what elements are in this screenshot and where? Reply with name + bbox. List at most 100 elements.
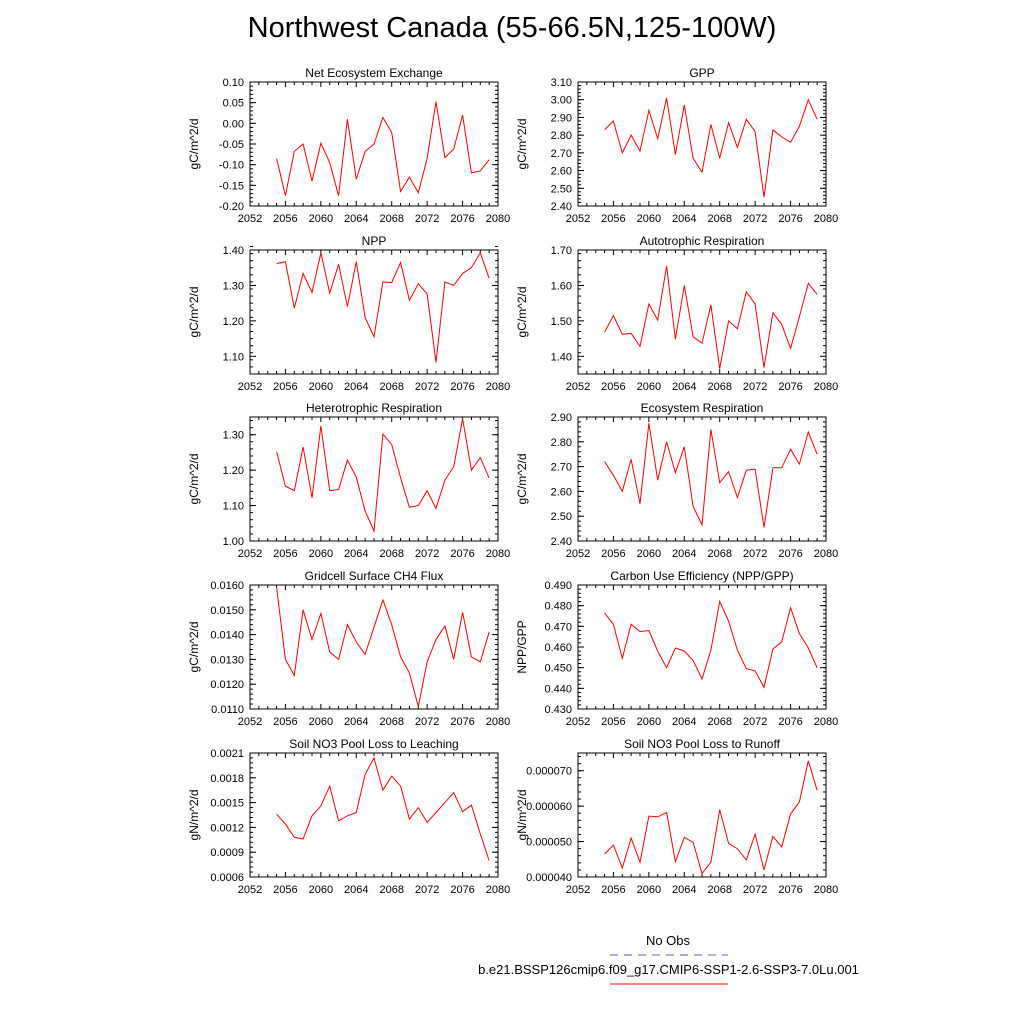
plot-frame	[249, 584, 499, 710]
y-tick-label: 1.30	[223, 430, 244, 442]
x-tick-label: 2052	[238, 381, 262, 393]
y-tick-label: 0.450	[544, 663, 572, 675]
x-tick-label: 2064	[672, 548, 696, 560]
x-tick-label: 2076	[450, 884, 474, 896]
y-tick-label: 0.0006	[210, 872, 244, 884]
plot-frame	[249, 416, 499, 542]
x-tick-label: 2052	[566, 213, 590, 225]
x-tick-label: 2056	[601, 213, 625, 225]
y-tick-label: 1.40	[551, 351, 572, 363]
series-line	[276, 418, 490, 534]
x-tick-label: 2064	[344, 884, 368, 896]
x-tick-label: 2064	[672, 381, 696, 393]
x-tick-label: 2076	[450, 548, 474, 560]
plot-frame	[577, 249, 827, 375]
x-tick-label: 2080	[814, 884, 838, 896]
y-tick-label: 1.00	[223, 536, 244, 548]
chart-title: Soil NO3 Pool Loss to Runoff	[624, 737, 781, 751]
x-tick-label: 2068	[379, 548, 403, 560]
chart-title: Gridcell Surface CH4 Flux	[305, 569, 444, 583]
x-tick-label: 2076	[450, 381, 474, 393]
x-tick-label: 2076	[778, 548, 802, 560]
x-tick-label: 2064	[672, 884, 696, 896]
series-line	[604, 423, 818, 528]
y-tick-label: 2.70	[551, 462, 572, 474]
y-tick-label: 2.90	[551, 412, 572, 424]
y-axis-label: gC/m^2/d	[515, 454, 529, 505]
x-tick-label: 2056	[273, 716, 297, 728]
x-tick-label: 2068	[707, 381, 731, 393]
y-tick-label: 0.490	[544, 580, 572, 592]
x-tick-label: 2072	[415, 548, 439, 560]
x-tick-label: 2060	[309, 716, 333, 728]
y-tick-label: -0.10	[219, 160, 244, 172]
y-tick-label: 0.0018	[210, 773, 244, 785]
y-tick-label: 2.60	[551, 166, 572, 178]
y-tick-label: 0.0130	[210, 654, 244, 666]
x-tick-label: 2072	[743, 213, 767, 225]
x-tick-label: 2060	[309, 213, 333, 225]
x-tick-label: 2064	[672, 716, 696, 728]
x-tick-label: 2060	[309, 548, 333, 560]
x-tick-label: 2064	[672, 213, 696, 225]
y-tick-label: 1.60	[551, 280, 572, 292]
x-tick-label: 2076	[778, 213, 802, 225]
y-tick-label: 0.440	[544, 683, 572, 695]
x-tick-label: 2080	[814, 716, 838, 728]
x-tick-label: 2080	[814, 213, 838, 225]
y-tick-label: 0.480	[544, 601, 572, 613]
x-tick-label: 2068	[379, 716, 403, 728]
y-tick-label: 2.80	[551, 437, 572, 449]
y-axis-label: gC/m^2/d	[187, 287, 201, 338]
series-line	[276, 101, 490, 196]
x-tick-label: 2072	[743, 716, 767, 728]
y-tick-label: 0.460	[544, 642, 572, 654]
x-tick-label: 2052	[238, 716, 262, 728]
legend-model-label: b.e21.BSSP126cmip6.f09_g17.CMIP6-SSP1-2.…	[478, 962, 859, 977]
x-tick-label: 2068	[707, 213, 731, 225]
y-axis-label: gC/m^2/d	[187, 454, 201, 505]
y-tick-label: -0.15	[219, 180, 244, 192]
x-tick-label: 2076	[778, 381, 802, 393]
y-tick-label: 1.50	[551, 316, 572, 328]
y-tick-label: 0.00	[223, 118, 244, 130]
chart-title: Soil NO3 Pool Loss to Leaching	[289, 737, 458, 751]
y-tick-label: -0.20	[219, 201, 244, 213]
x-tick-label: 2056	[273, 884, 297, 896]
chart-title: Net Ecosystem Exchange	[305, 66, 443, 80]
y-tick-label: 1.20	[223, 316, 244, 328]
x-tick-label: 2064	[344, 381, 368, 393]
x-tick-label: 2072	[743, 548, 767, 560]
y-tick-label: 0.10	[223, 77, 244, 89]
series-line	[604, 265, 818, 369]
x-tick-label: 2068	[707, 716, 731, 728]
y-axis-label: gN/m^2/d	[515, 790, 529, 841]
figure-title: Northwest Canada (55-66.5N,125-100W)	[247, 12, 777, 44]
y-tick-label: -0.05	[219, 139, 244, 151]
y-tick-label: 0.0009	[210, 847, 244, 859]
y-tick-label: 0.000050	[526, 837, 572, 849]
x-tick-label: 2076	[778, 884, 802, 896]
y-tick-label: 0.0140	[210, 630, 244, 642]
x-tick-label: 2072	[415, 884, 439, 896]
y-tick-label: 0.430	[544, 704, 572, 716]
x-tick-label: 2080	[486, 884, 510, 896]
y-tick-label: 0.000060	[526, 801, 572, 813]
plot-frame	[577, 752, 827, 878]
chart-panel: Carbon Use Efficiency (NPP/GPP) NPP/GPP 20…	[515, 569, 838, 728]
plot-frame	[577, 584, 827, 710]
y-tick-label: 1.10	[223, 351, 244, 363]
x-tick-label: 2064	[344, 213, 368, 225]
y-tick-label: 1.70	[551, 245, 572, 257]
plot-frame	[249, 752, 499, 878]
x-tick-label: 2060	[637, 381, 661, 393]
x-tick-label: 2072	[415, 213, 439, 225]
series-line	[604, 599, 818, 689]
y-tick-label: 0.0110	[211, 704, 244, 716]
series-line	[276, 587, 490, 707]
y-axis-label: gC/m^2/d	[187, 119, 201, 170]
x-tick-label: 2060	[309, 381, 333, 393]
y-tick-label: 0.0015	[210, 798, 244, 810]
y-axis-label: NPP/GPP	[515, 620, 529, 673]
